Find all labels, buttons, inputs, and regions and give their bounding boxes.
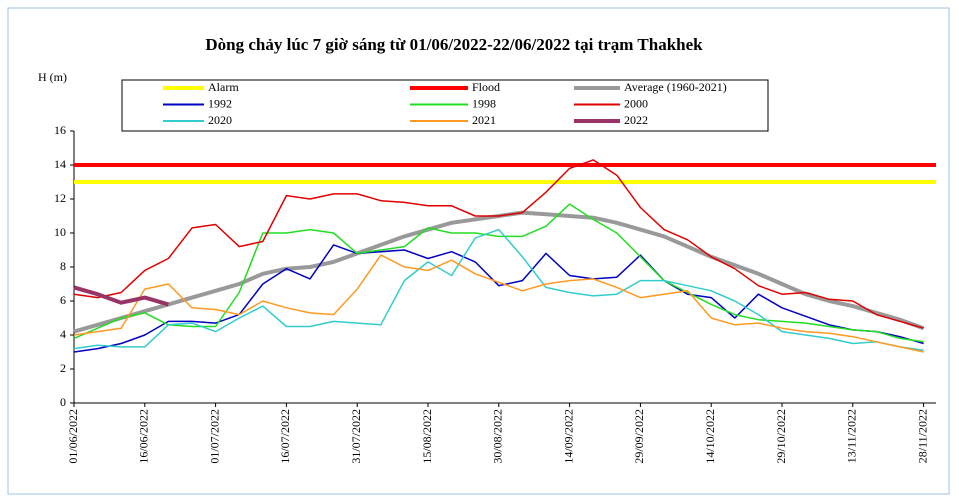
x-tick-label: 16/06/2022 xyxy=(137,409,151,464)
x-tick-label: 31/07/2022 xyxy=(349,409,363,464)
legend-label: 2000 xyxy=(624,96,648,110)
series-line xyxy=(73,244,924,353)
y-tick-label: 14 xyxy=(54,157,66,171)
y-tick-label: 8 xyxy=(60,259,66,273)
x-tick-label: 01/07/2022 xyxy=(207,409,221,464)
x-tick-label: 28/11/2022 xyxy=(915,409,929,463)
legend-label: 1992 xyxy=(208,96,232,110)
x-tick-label: 15/08/2022 xyxy=(420,409,434,464)
x-tick-label: 29/09/2022 xyxy=(632,409,646,464)
series-line xyxy=(73,159,924,329)
x-tick-label: 30/08/2022 xyxy=(491,409,505,464)
y-axis-label: H (m) xyxy=(38,70,67,84)
x-tick-label: 14/09/2022 xyxy=(561,409,575,464)
legend-label: 2020 xyxy=(208,113,232,127)
legend-label: Flood xyxy=(472,80,500,94)
legend-label: Alarm xyxy=(208,80,239,94)
chart-title: Dòng chảy lúc 7 giờ sáng từ 01/06/2022-2… xyxy=(205,35,703,54)
legend-label: 2022 xyxy=(624,113,648,127)
legend-label: 2021 xyxy=(472,113,496,127)
series-line xyxy=(73,254,924,353)
x-tick-label: 29/10/2022 xyxy=(774,409,788,464)
series-line xyxy=(73,228,924,352)
series-line xyxy=(73,203,924,343)
y-tick-label: 6 xyxy=(60,293,66,307)
y-tick-label: 2 xyxy=(60,361,66,375)
legend-label: 1998 xyxy=(472,96,496,110)
y-tick-label: 16 xyxy=(54,123,66,137)
legend-label: Average (1960-2021) xyxy=(624,80,727,94)
x-tick-label: 13/11/2022 xyxy=(845,409,859,463)
x-tick-label: 01/06/2022 xyxy=(66,409,80,464)
y-tick-label: 0 xyxy=(60,395,66,409)
y-tick-label: 4 xyxy=(60,327,66,341)
x-tick-label: 16/07/2022 xyxy=(278,409,292,464)
series-line xyxy=(73,285,169,307)
y-tick-label: 12 xyxy=(54,191,66,205)
x-tick-label: 14/10/2022 xyxy=(703,409,717,464)
frame xyxy=(7,7,950,495)
y-tick-label: 10 xyxy=(54,225,66,239)
